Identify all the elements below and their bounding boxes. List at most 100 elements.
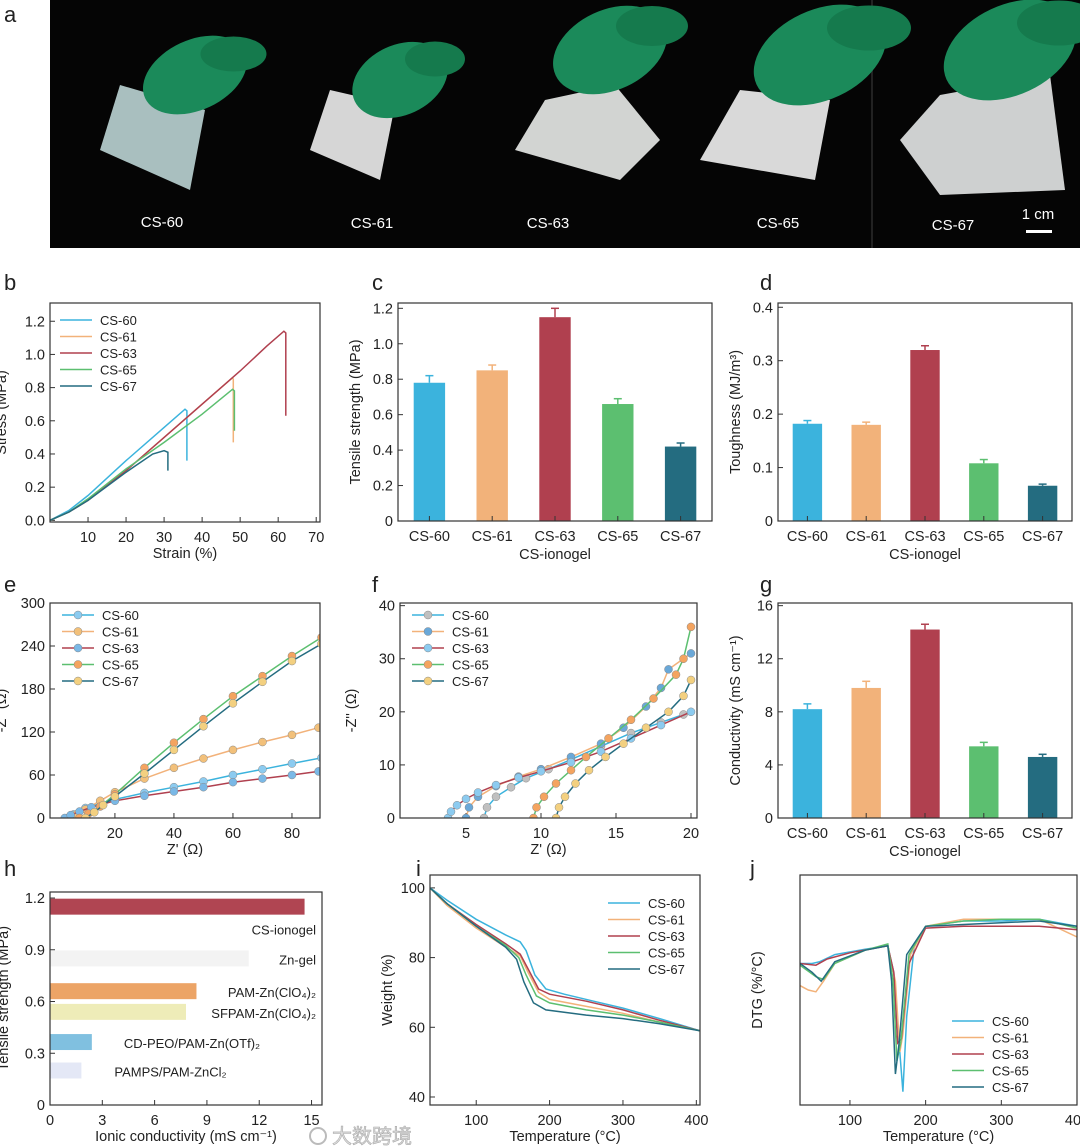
data-point bbox=[110, 792, 120, 801]
bar-cs-63 bbox=[910, 629, 940, 818]
glove-wrist bbox=[200, 36, 267, 72]
data-point bbox=[506, 782, 516, 792]
data-point bbox=[140, 769, 149, 778]
legend-label: CS-67 bbox=[102, 674, 139, 689]
x-axis-label: CS-ionogel bbox=[519, 547, 591, 563]
bar-cs-63 bbox=[910, 350, 940, 521]
y-axis-label: Toughness (MJ/m³) bbox=[728, 350, 744, 474]
photo-sample-cs-60: CS-60 bbox=[100, 35, 267, 231]
x-tick-label: 15 bbox=[608, 826, 624, 842]
legend-marker bbox=[73, 610, 83, 620]
x-tick-label: 300 bbox=[611, 1113, 635, 1129]
y-tick-label: 0.6 bbox=[25, 995, 45, 1011]
bar-label: PAMPS/PAM-ZnCl₂ bbox=[114, 1065, 226, 1080]
y-tick-label: 0.2 bbox=[753, 407, 773, 423]
data-point bbox=[641, 723, 651, 733]
plot-frame bbox=[799, 874, 1078, 1106]
series-group bbox=[60, 633, 320, 818]
legend-label: CS-67 bbox=[648, 962, 685, 977]
bar-cs-65 bbox=[969, 463, 999, 521]
x-tick-label: 60 bbox=[225, 826, 241, 842]
y-tick-label: 0.2 bbox=[25, 480, 45, 496]
y-tick-label: 0 bbox=[385, 514, 393, 530]
panel-label-b: b bbox=[4, 270, 16, 295]
data-point bbox=[258, 765, 267, 774]
bar bbox=[50, 983, 197, 1000]
series-line-cs-61 bbox=[430, 887, 700, 1032]
data-point bbox=[287, 759, 297, 768]
data-point bbox=[664, 665, 673, 674]
y-tick-label: 40 bbox=[379, 599, 395, 615]
y-tick-label: 0.4 bbox=[753, 300, 773, 316]
series-line-cs-60 bbox=[483, 713, 684, 818]
data-point bbox=[461, 794, 471, 804]
data-point bbox=[228, 777, 238, 787]
data-point bbox=[199, 782, 208, 792]
series-line-cs-67 bbox=[800, 920, 1077, 1075]
data-point bbox=[566, 765, 576, 775]
data-point bbox=[169, 745, 179, 755]
y-tick-label: 8 bbox=[765, 705, 773, 721]
panel-label-g: g bbox=[760, 572, 772, 597]
x-tick-label: 12 bbox=[251, 1113, 267, 1129]
x-axis-label: Temperature (°C) bbox=[883, 1129, 994, 1145]
series-line-cs-63 bbox=[50, 330, 287, 521]
x-tick-label: 100 bbox=[464, 1113, 488, 1129]
y-tick-label: 120 bbox=[21, 725, 45, 741]
data-point bbox=[258, 737, 267, 747]
bar-label: Zn-gel bbox=[279, 952, 316, 967]
x-axis-label: CS-ionogel bbox=[889, 547, 961, 563]
data-point bbox=[199, 714, 208, 724]
bar-cs-61 bbox=[851, 687, 881, 818]
x-tick-label: CS-65 bbox=[963, 529, 1004, 545]
legend-marker bbox=[73, 643, 83, 653]
x-tick-label: CS-60 bbox=[787, 826, 828, 842]
data-point bbox=[169, 787, 179, 796]
photo-sample-cs-67: CS-67 bbox=[900, 0, 1080, 234]
data-point bbox=[529, 813, 538, 818]
x-tick-label: CS-67 bbox=[660, 529, 701, 545]
data-point bbox=[581, 752, 591, 762]
y-tick-label: 0 bbox=[765, 811, 773, 827]
bar-label: CS-ionogel bbox=[252, 923, 316, 938]
glove-wrist bbox=[405, 41, 465, 77]
y-tick-label: 1.2 bbox=[373, 301, 393, 317]
y-tick-label: 0 bbox=[765, 514, 773, 530]
y-tick-label: 0.4 bbox=[25, 447, 45, 463]
sample-label: CS-61 bbox=[351, 215, 394, 232]
data-point bbox=[446, 807, 456, 816]
data-point bbox=[536, 767, 546, 776]
x-tick-label: 40 bbox=[166, 826, 182, 842]
legend-marker bbox=[423, 660, 433, 669]
glove-wrist bbox=[616, 6, 688, 46]
bar-cs-63 bbox=[539, 317, 571, 521]
bar-label: CD-PEO/PAM-Zn(OTf)₂ bbox=[124, 1036, 260, 1051]
y-tick-label: 12 bbox=[757, 652, 773, 668]
y-tick-label: 1.2 bbox=[25, 314, 45, 330]
sample-label: CS-67 bbox=[932, 217, 975, 234]
legend-label: CS-60 bbox=[648, 896, 685, 911]
data-point bbox=[554, 803, 564, 812]
x-tick-label: CS-63 bbox=[534, 529, 575, 545]
legend-label: CS-63 bbox=[452, 641, 489, 656]
data-point bbox=[98, 800, 108, 810]
y-tick-label: 180 bbox=[21, 682, 45, 698]
series-line-cs-67 bbox=[430, 887, 700, 1032]
y-tick-label: 0.3 bbox=[753, 354, 773, 370]
y-tick-label: 0.6 bbox=[25, 414, 45, 430]
glove-wrist bbox=[827, 5, 911, 51]
x-tick-label: CS-65 bbox=[597, 529, 638, 545]
legend-label: CS-63 bbox=[100, 346, 137, 361]
x-tick-label: 20 bbox=[683, 826, 699, 842]
y-tick-label: 300 bbox=[21, 596, 45, 612]
data-point bbox=[66, 810, 75, 818]
legend-label: CS-65 bbox=[452, 658, 489, 673]
data-point bbox=[560, 792, 570, 802]
x-tick-label: 60 bbox=[270, 530, 286, 546]
y-tick-label: 60 bbox=[29, 768, 45, 784]
series-line-cs-61 bbox=[800, 918, 1077, 1053]
bar bbox=[50, 1062, 82, 1079]
data-point bbox=[649, 694, 658, 703]
plot-frame bbox=[429, 874, 701, 1106]
x-tick-label: 400 bbox=[1065, 1113, 1080, 1129]
